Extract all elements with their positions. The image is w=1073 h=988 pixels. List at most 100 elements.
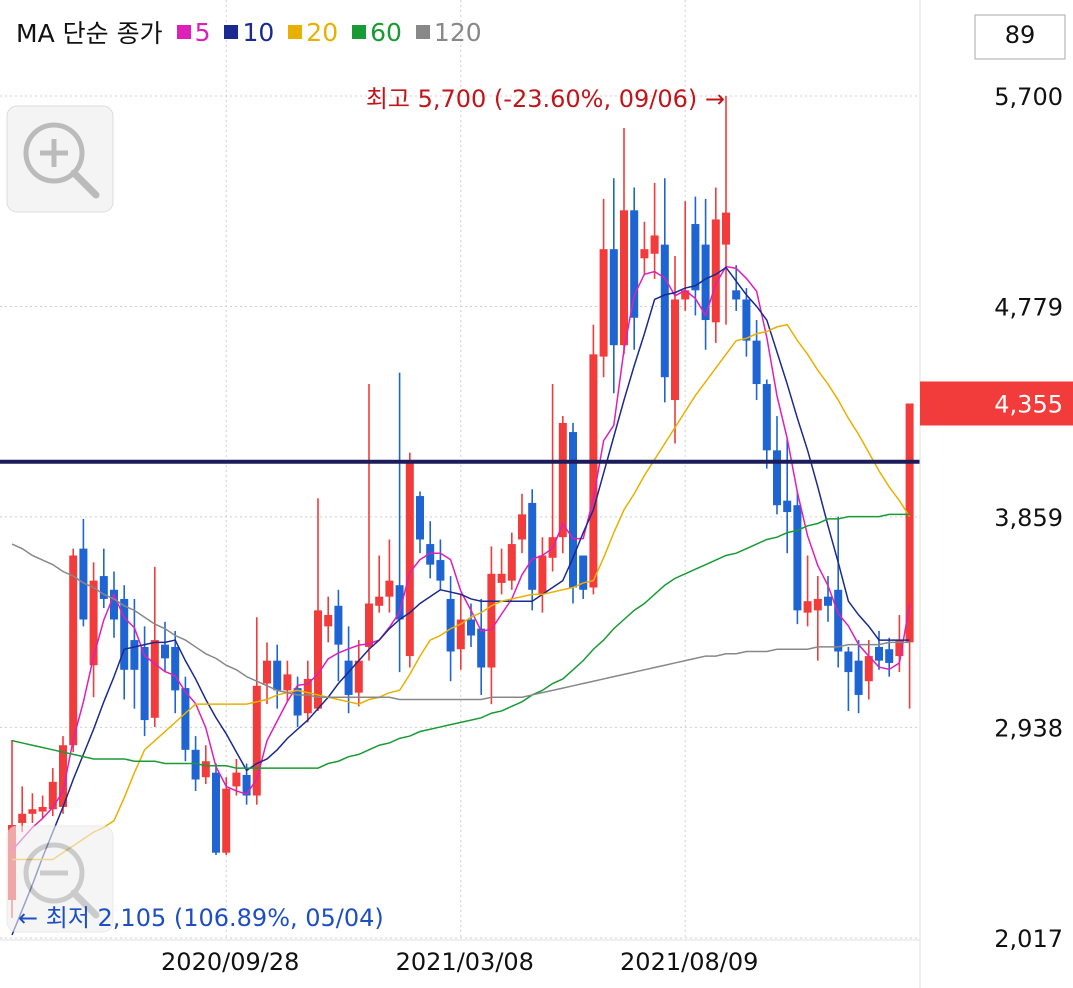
y-tick-label: 5,700 (994, 83, 1063, 111)
candle-body (885, 649, 894, 663)
candle-body (569, 432, 577, 588)
legend-swatch (224, 25, 239, 39)
candle-body (365, 603, 373, 647)
zoom-icon (23, 122, 85, 184)
ma-line (11, 265, 911, 851)
candle-body (487, 573, 496, 668)
candle-body (242, 774, 251, 796)
candle-body (497, 573, 506, 583)
candle-body (711, 219, 720, 323)
y-tick-label: 2,017 (994, 925, 1063, 953)
y-tick-label: 2,938 (994, 714, 1063, 742)
high-annotation: 최고 5,700 (-23.60%, 09/06) → (366, 85, 725, 113)
candle-body (293, 688, 302, 716)
zoom-icon (23, 842, 85, 904)
candle-body (171, 646, 180, 691)
legend-label: 20 (306, 17, 339, 47)
legend-swatch (352, 25, 367, 39)
candle-body (38, 806, 47, 812)
legend-label: 10 (242, 17, 275, 47)
candle-body (467, 619, 475, 636)
legend-label: 120 (433, 17, 482, 47)
marks (0, 96, 920, 936)
candle-body (742, 299, 751, 341)
candle-body (783, 500, 792, 513)
candle-body (426, 544, 435, 565)
candle-body (477, 628, 486, 668)
ma-line (12, 323, 911, 861)
candle-body (650, 235, 659, 254)
candle-body (150, 640, 159, 718)
count-box (974, 14, 1066, 60)
candle-body (599, 249, 608, 357)
candle-body (813, 598, 822, 611)
grid (0, 0, 920, 940)
candle-body (385, 580, 394, 597)
candle-body (110, 589, 118, 620)
candle-body (844, 651, 853, 673)
current-price-tag (920, 381, 1073, 426)
candle-body (538, 555, 547, 595)
candle-body (895, 640, 904, 657)
candle-body (875, 646, 883, 661)
zoom-icon (70, 889, 100, 919)
candle-body (130, 640, 139, 670)
x-tick-label: 2021/03/08 (396, 948, 534, 976)
legend-title: MA 단순 종가 (16, 19, 163, 48)
low-annotation: ← 최저 2,105 (106.89%, 05/04) (18, 904, 384, 932)
candle-body (640, 249, 649, 259)
candle-body (834, 589, 843, 652)
legend-label: 60 (370, 17, 402, 47)
candle-body (303, 678, 312, 714)
zoom-icon (70, 169, 100, 199)
candle-body (701, 244, 710, 321)
candle-body (232, 772, 241, 787)
legend-swatch (176, 25, 191, 39)
candle-body (18, 813, 27, 823)
candle-body (691, 224, 700, 291)
candle-body (773, 450, 781, 506)
x-tick-label: 2021/08/09 (620, 948, 758, 976)
zoom-in-button[interactable] (6, 105, 114, 213)
y-tick-label: 4,779 (994, 294, 1063, 322)
candle-body (732, 290, 741, 300)
candle-body (446, 598, 455, 652)
candle-body (79, 548, 88, 620)
candle-body (579, 555, 588, 590)
candle-body (395, 585, 404, 620)
candle-body (671, 299, 679, 401)
candle-body (405, 461, 414, 657)
candle-body (854, 660, 863, 695)
candle-body (314, 610, 322, 709)
current-price-label: 4,355 (994, 390, 1063, 418)
legend-swatch (288, 25, 303, 39)
candle-body (99, 576, 108, 599)
candle-body (181, 688, 190, 750)
candle-body (222, 788, 231, 853)
candle-body (416, 496, 424, 540)
candle-body (375, 596, 384, 606)
candle-body (89, 580, 98, 666)
candle-body (334, 605, 343, 645)
candle-body (252, 685, 261, 796)
candle-body (344, 660, 353, 695)
candle-body (528, 502, 537, 590)
candle-body (69, 555, 78, 746)
candle-body (273, 660, 282, 691)
ma-line (11, 266, 910, 936)
candle-body (589, 354, 598, 588)
candle-body (507, 544, 516, 581)
ma-line (11, 543, 910, 701)
candle-body (212, 772, 220, 853)
zoom-out-button[interactable] (6, 825, 114, 933)
count-box-text: 89 (1005, 21, 1036, 49)
candle-body (59, 745, 67, 807)
candle-body (324, 614, 333, 627)
legend-label: 5 (194, 17, 211, 47)
candle-body (558, 422, 567, 538)
candle-body (864, 656, 873, 682)
candle-body (722, 212, 730, 245)
candle-body (28, 809, 37, 814)
candle-body (630, 210, 639, 318)
